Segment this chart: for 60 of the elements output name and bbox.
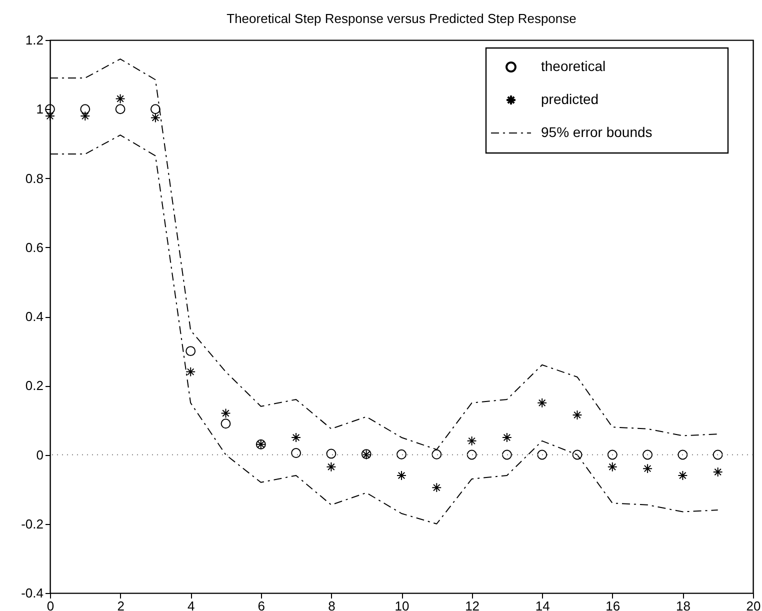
point [326, 448, 336, 459]
point [642, 450, 653, 460]
point [396, 449, 406, 460]
point [80, 104, 90, 114]
point [466, 450, 477, 460]
x-tick-label: 10 [394, 598, 410, 611]
point [45, 111, 55, 122]
point [712, 467, 723, 478]
point [326, 462, 336, 472]
point [432, 482, 442, 493]
y-tick-label: 1 [36, 102, 44, 117]
x-tick-label: 2 [117, 598, 124, 611]
y-tick-label: 1.2 [25, 32, 44, 48]
x-tick-label: 12 [465, 598, 480, 611]
x-tick-label: 8 [328, 598, 336, 611]
point [607, 450, 618, 460]
point [712, 450, 723, 460]
point [291, 448, 302, 458]
point [186, 346, 196, 356]
x-tick-label: 6 [258, 598, 266, 611]
y-tick-label: -0.4 [21, 586, 44, 600]
x-tick-label: 18 [676, 598, 690, 611]
x-tick-label: 4 [187, 598, 195, 611]
legend-label: 95% error bounds [541, 124, 652, 140]
y-tick-label: 0 [36, 447, 44, 462]
point [115, 104, 126, 114]
point [678, 470, 688, 480]
point [186, 366, 196, 377]
point [502, 432, 512, 442]
point [537, 398, 548, 408]
y-tick-label: -0.2 [21, 516, 44, 532]
point [220, 418, 231, 429]
point [115, 94, 126, 104]
point [572, 410, 582, 420]
point [80, 111, 90, 122]
point [537, 450, 548, 460]
point [220, 408, 231, 418]
point [396, 470, 406, 480]
point [678, 450, 688, 460]
chart-title: Theoretical Step Response versus Predicted Step Response [226, 11, 576, 26]
x-tick-label: 14 [535, 598, 550, 611]
point [466, 436, 477, 446]
y-tick-label: 0.6 [25, 240, 44, 255]
point [150, 104, 160, 114]
y-tick-label: 0.4 [25, 309, 44, 324]
point [432, 449, 442, 460]
x-tick-label: 20 [746, 598, 761, 611]
x-tick-label: 16 [606, 598, 620, 611]
y-tick-label: 0.8 [25, 170, 44, 186]
point [642, 464, 653, 474]
point [502, 450, 512, 460]
y-tick-label: 0.2 [25, 378, 44, 394]
point [607, 462, 618, 472]
point [150, 112, 160, 123]
point [572, 450, 582, 460]
legend-label: theoretical [541, 58, 606, 74]
point [45, 104, 55, 114]
legend-label: predicted [541, 91, 599, 107]
x-tick-label: 0 [46, 598, 54, 611]
point [291, 432, 302, 442]
